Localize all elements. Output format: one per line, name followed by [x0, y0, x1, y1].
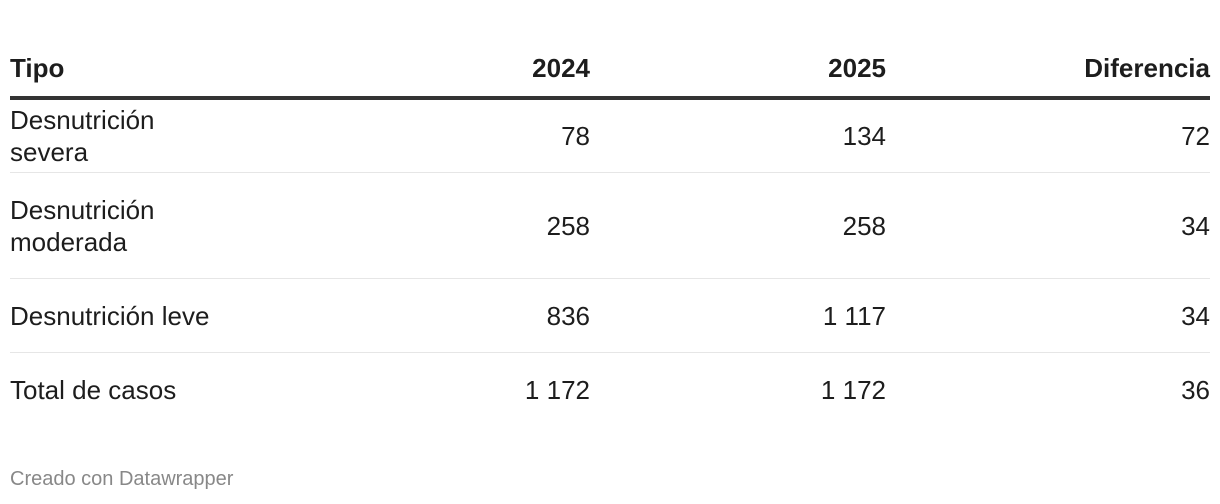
number-cell: 34	[886, 172, 1210, 279]
label-cell: Total de casos	[10, 375, 177, 405]
header-row: Tipo 2024 2025 Diferencia	[10, 40, 1210, 100]
label-cell: Desnutrición leve	[10, 278, 210, 353]
table-row: Desnutrición severa 78 134 72	[10, 98, 1210, 173]
table-row: Desnutrición leve 836 1 117 34	[10, 278, 1210, 353]
number-cell: 836	[210, 278, 590, 353]
number-cell: 78	[210, 98, 590, 173]
column-header: 2024	[210, 40, 590, 100]
number-cell: 36	[1181, 375, 1210, 405]
table-row: Desnutrición moderada 258 258 34	[10, 172, 1210, 279]
number-cell: 1 172	[820, 375, 886, 405]
number-cell: 134	[590, 98, 886, 173]
number-cell: 258	[590, 172, 886, 279]
table-row: Total de casos 1 172 1 172 36	[10, 353, 1210, 428]
number-cell: 34	[886, 278, 1210, 353]
label-cell: Desnutrición severa	[10, 98, 210, 173]
number-cell: 258	[210, 172, 590, 279]
label-cell: Desnutrición moderada	[10, 172, 210, 279]
column-header: 2025	[590, 40, 886, 100]
number-cell: 72	[886, 98, 1210, 173]
footer: Creado con Datawrapper	[10, 468, 234, 490]
column-header: Tipo	[10, 40, 210, 100]
number-cell: 1 117	[590, 278, 886, 353]
data-table: Tipo 2024 2025 Diferencia Desnutrición seve…	[10, 40, 1210, 427]
number-cell: 1 172	[524, 375, 590, 405]
table-body: Desnutrición severa 78 134 72 Desnutrición m…	[10, 98, 1210, 427]
column-header: Diferencia	[886, 40, 1210, 100]
